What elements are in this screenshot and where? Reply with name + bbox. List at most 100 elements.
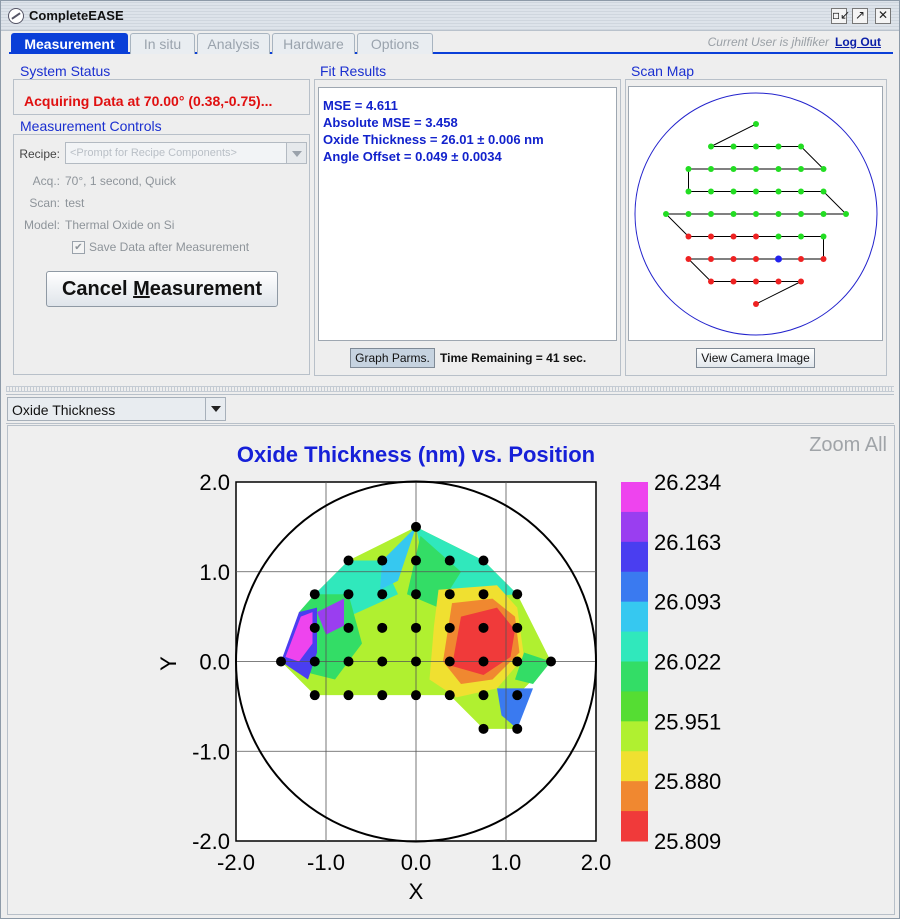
colorbar-label: 25.880 [654,769,721,794]
scan-point-32 [753,233,759,240]
data-point-17 [411,622,421,633]
zoom-all-button[interactable]: Zoom All [809,434,887,456]
data-point-0 [411,521,421,532]
title-bar[interactable]: CompleteEASE ▫↙ ↗ ✕ [1,1,899,31]
chevron-down-icon[interactable] [205,398,225,420]
scan-value: test [65,196,85,210]
system-status-panel [13,79,310,115]
recipe-dropdown[interactable]: <Prompt for Recipe Components> [65,142,307,164]
colorbar-label: 26.022 [654,650,721,675]
y-tick-label: 2.0 [199,470,230,495]
status-text: Acquiring Data at 70.00° (0.38,-0.75)... [24,93,273,109]
fit-results-panel [314,79,621,376]
x-tick-label: 2.0 [581,850,612,875]
split-pane-divider[interactable] [6,386,894,392]
scan-point-23 [775,211,782,217]
x-tick-label: -2.0 [217,850,255,875]
data-point-2 [309,622,320,633]
colorbar-label: 26.093 [654,590,721,615]
data-point-21 [309,656,320,667]
cancel-measurement-button[interactable]: Cancel Measurement [46,271,278,307]
data-point-25 [444,656,455,667]
colorbar-segment-11 [621,811,648,842]
data-point-37 [512,723,523,734]
scan-point-48 [753,301,759,307]
data-point-22 [343,656,354,667]
fit-results-box: MSE = 4.611 Absolute MSE = 3.458 Oxide T… [318,87,617,341]
maximize-icon[interactable]: ↗ [852,8,868,24]
colorbar-label: 25.809 [654,829,721,854]
scan-point-16 [753,188,759,195]
data-point-19 [478,622,489,633]
colorbar-label: 26.234 [654,470,721,495]
tab-options[interactable]: Options [357,33,433,54]
data-point-16 [377,622,388,633]
scan-point-2 [730,143,737,150]
scan-point-4 [775,143,782,150]
contour-band-red [452,607,515,675]
scan-point-18 [798,188,804,195]
scan-label: Scan: [29,196,60,210]
scan-point-15 [730,188,737,195]
data-point-5 [377,555,388,566]
scan-point-36 [820,256,827,262]
contour-band-violet [317,598,344,635]
scan-point-45 [753,278,759,285]
colorbar-segment-8 [621,721,648,752]
graph-parms-button[interactable]: Graph Parms. [350,348,435,368]
scan-point-34 [798,233,804,240]
chart-title: Oxide Thickness (nm) vs. Position [237,442,595,467]
scan-point-31 [730,233,737,240]
close-icon[interactable]: ✕ [875,8,891,24]
tab-in-situ[interactable]: In situ [130,33,195,54]
scan-point-13 [685,188,692,195]
scan-point-21 [820,211,827,217]
data-point-32 [411,690,421,701]
scan-point-0 [753,121,759,127]
scan-point-47 [798,278,804,285]
colorbar-segment-6 [621,661,648,692]
scan-point-46 [775,278,782,285]
x-tick-label: 1.0 [491,850,522,875]
save-data-checkbox[interactable]: ✔ [72,241,85,254]
scan-wafer-outline [634,92,878,336]
data-point-28 [546,656,556,667]
tab-measurement[interactable]: Measurement [11,33,128,54]
scan-point-22 [798,211,804,217]
scan-point-28 [663,211,669,217]
scan-point-29 [685,233,692,240]
tab-analysis[interactable]: Analysis [197,33,270,54]
recipe-value: <Prompt for Recipe Components> [70,147,237,159]
absolute-mse-value: Absolute MSE = 3.458 [323,115,458,130]
scan-point-12 [685,166,692,172]
result-selector-bar [6,394,894,424]
colorbar-segment-5 [621,631,648,662]
current-user-label: Current User is jhilfiker [707,35,829,49]
result-type-dropdown[interactable]: Oxide Thickness [7,397,226,421]
y-tick-label: -2.0 [192,829,230,854]
scan-map-panel [625,79,887,376]
scan-point-42 [685,256,692,262]
colorbar-segment-4 [621,601,648,633]
view-camera-image-button[interactable]: View Camera Image [696,348,815,368]
data-point-12 [444,589,455,600]
contour-band-magenta [285,612,313,662]
data-point-1 [276,656,286,667]
data-point-3 [343,589,354,600]
scan-point-43 [708,278,714,285]
colorbar-segment-3 [621,571,648,603]
scan-map-view[interactable] [628,86,883,341]
minimize-icon[interactable]: ▫↙ [831,8,851,24]
cancel-label-mnemonic: M [133,278,150,300]
chevron-down-icon[interactable] [286,143,306,163]
model-label: Model: [23,218,60,232]
logout-link[interactable]: Log Out [835,35,881,49]
measurement-controls-title: Measurement Controls [18,118,164,134]
tab-hardware[interactable]: Hardware [272,33,355,54]
scan-point-1 [708,143,714,150]
result-type-value: Oxide Thickness [12,402,116,418]
colorbar-segment-1 [621,511,648,543]
data-point-4 [343,555,354,566]
wafer-outline [235,480,597,843]
